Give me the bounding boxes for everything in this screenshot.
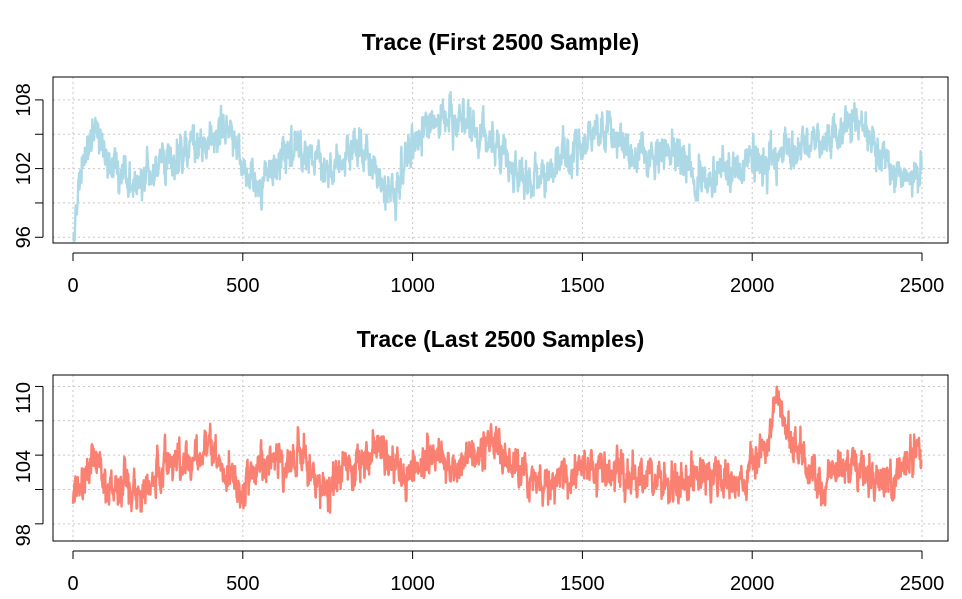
x-tick-label: 0: [67, 275, 78, 297]
x-tick-label: 1000: [390, 275, 435, 297]
y-tick-label: 110: [13, 382, 35, 414]
trace-series-line: [71, 385, 923, 514]
trace-panel-first: Trace (First 2500 Sample) 0 500 1000 1500 200…: [13, 29, 949, 297]
y-tick-label: 104: [13, 450, 35, 483]
x-tick-label: 1000: [390, 573, 435, 594]
y-tick-label: 98: [13, 524, 35, 546]
trace-series-line: [72, 90, 923, 242]
x-tick-label: 500: [226, 275, 259, 297]
plot-frame: [52, 374, 949, 542]
x-tick-label: 2500: [900, 573, 945, 594]
panel-title: Trace (First 2500 Sample): [362, 29, 639, 55]
y-tick-label: 102: [13, 152, 35, 185]
x-tick-label: 0: [67, 573, 78, 594]
x-tick-label: 1500: [560, 275, 605, 297]
x-tick-label: 1500: [560, 573, 605, 594]
trace-panel-last: Trace (Last 2500 Samples) 0 500 1000 1500 200…: [13, 326, 949, 595]
x-tick-label: 500: [226, 573, 259, 594]
y-tick-label: 108: [13, 83, 35, 116]
panel-title: Trace (Last 2500 Samples): [357, 326, 645, 352]
y-tick-label: 96: [13, 226, 35, 248]
x-tick-label: 2000: [730, 573, 775, 594]
x-tick-label: 2500: [900, 275, 945, 297]
plot-frame: [52, 76, 949, 244]
x-tick-label: 2000: [730, 275, 775, 297]
